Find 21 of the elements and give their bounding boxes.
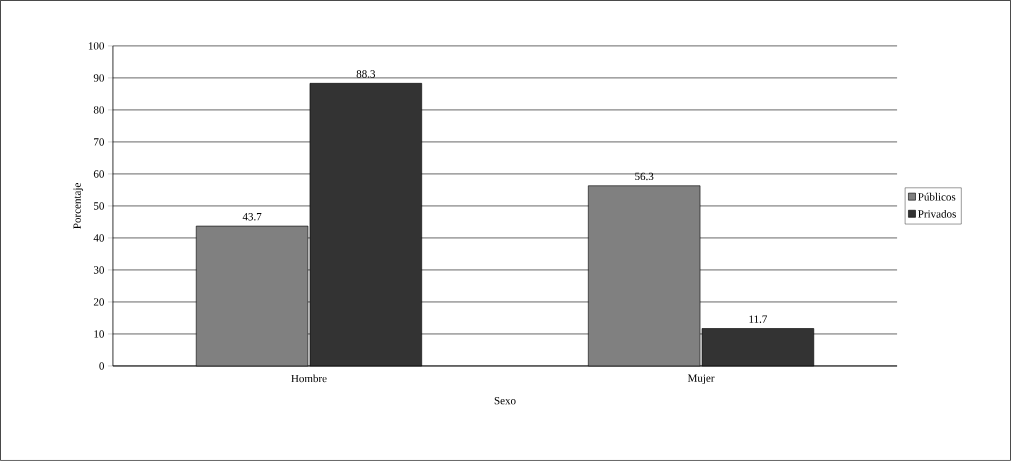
y-tick-label: 40: [93, 234, 104, 242]
legend-label: Privados: [918, 210, 956, 218]
x-tick-label: Mujer: [687, 374, 715, 385]
y-tick-label: 0: [99, 362, 104, 370]
data-label: 88.3: [356, 70, 376, 78]
y-tick-label: 90: [93, 74, 104, 82]
y-tick-label: 20: [93, 298, 104, 306]
data-label: 43.7: [242, 213, 262, 221]
y-tick-label: 10: [94, 330, 104, 338]
y-axis-title: Porcentaje: [73, 183, 84, 229]
legend-label: Públicos: [918, 192, 956, 201]
x-tick-label: Hombre: [291, 374, 327, 383]
y-tick-label: 100: [88, 42, 104, 50]
y-tick-label: 60: [93, 170, 104, 178]
x-axis-title: Sexo: [494, 397, 516, 405]
data-label: 11.7: [749, 315, 768, 323]
y-tick-label: 50: [94, 202, 104, 210]
y-tick-label: 70: [94, 138, 104, 146]
y-tick-label: 80: [93, 106, 104, 114]
data-label: 56.3: [635, 172, 654, 181]
y-tick-label: 30: [93, 266, 104, 274]
